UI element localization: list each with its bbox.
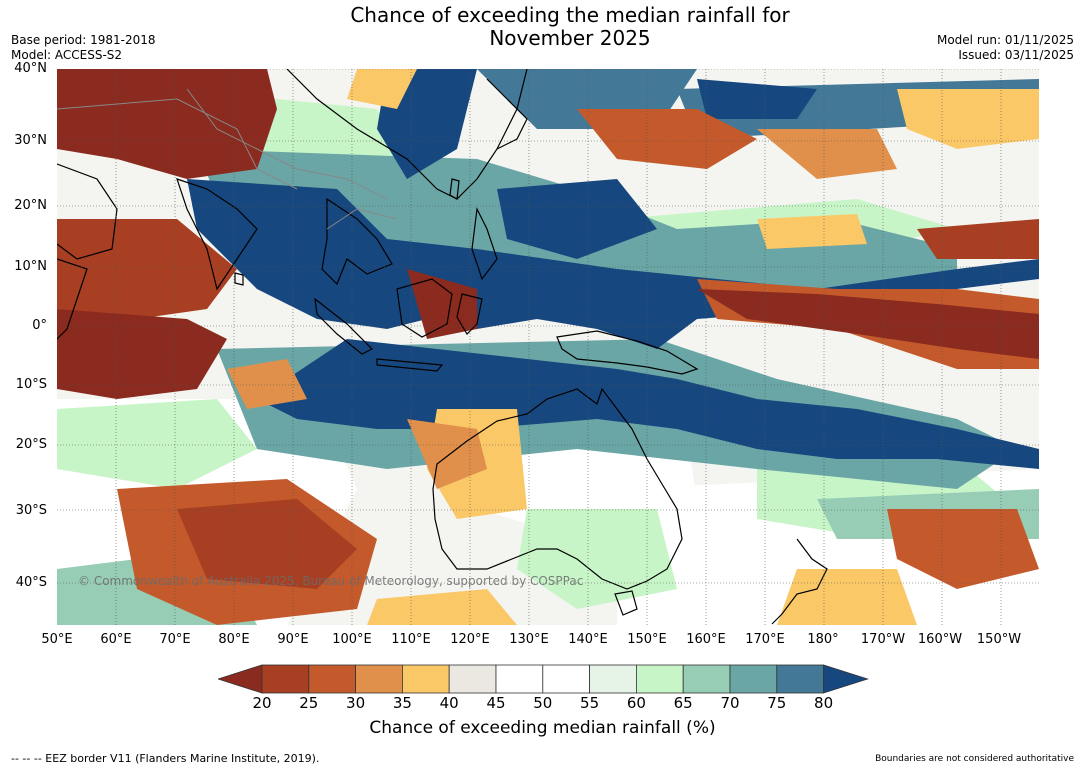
lon-label-170e: 170°E [745,632,785,647]
colorbar-tick-label: 20 [252,694,272,712]
lon-label-50e: 50°E [41,632,73,647]
colorbar-cell [542,664,590,694]
lon-label-150e: 150°E [627,632,667,647]
colorbar-arrow-low [218,664,263,694]
title-line-2: November 2025 [489,26,651,50]
colorbar-tick-label: 70 [720,694,740,712]
colorbar-cell [261,664,310,694]
title-line-1: Chance of exceeding the median rainfall … [350,3,790,27]
meta-left: Base period: 1981-2018 Model: ACCESS-S2 [11,33,156,63]
lat-label-30s: 30°S [15,503,47,518]
colorbar-tick-label: 25 [299,694,319,712]
map-title: Chance of exceeding the median rainfall … [270,4,870,50]
lon-label-110e: 110°E [391,632,431,647]
lon-label-70e: 70°E [159,632,191,647]
colorbar-tick-label: 75 [767,694,787,712]
colorbar-cell [635,664,684,694]
model-name: Model: ACCESS-S2 [11,48,123,62]
colorbar-cell [682,664,731,694]
lat-label-10s: 10°S [15,377,47,392]
colorbar-tick-label: 60 [626,694,646,712]
colorbar-cell [308,664,357,694]
lon-label-170w: 170°W [860,632,906,647]
colorbar-cell [355,664,403,694]
lat-label-40s: 40°S [15,575,47,590]
lon-label-140e: 140°E [568,632,608,647]
colorbar-cell [448,664,497,694]
meta-right: Model run: 01/11/2025 Issued: 03/11/2025 [937,33,1074,63]
lat-label-40n: 40°N [14,61,47,76]
colorbar-tick-label: 35 [392,694,412,712]
colorbar-cell [589,664,637,694]
map-canvas [57,69,1039,625]
colorbar-tick-label: 40 [439,694,459,712]
boundaries-disclaimer: Boundaries are not considered authoritat… [875,754,1074,764]
colorbar-tick-label: 80 [814,694,834,712]
lon-label-160w: 160°W [917,632,963,647]
lat-label-20s: 20°S [15,437,47,452]
lon-label-90e: 90°E [277,632,309,647]
lon-label-180: 180° [807,632,839,647]
colorbar-tick-label: 30 [346,694,366,712]
colorbar-cell [495,664,544,694]
colorbar-tick-label: 65 [673,694,693,712]
eez-border-note: -- -- -- EEZ border V11 (Flanders Marine… [11,752,320,765]
lat-label-30n: 30°N [14,133,47,148]
colorbar-tick-label: 55 [580,694,600,712]
lat-label-20n: 20°N [14,198,47,213]
colorbar-label: Chance of exceeding median rainfall (%) [369,718,716,738]
lon-label-60e: 60°E [100,632,132,647]
lon-label-100e: 100°E [332,632,372,647]
model-run: Model run: 01/11/2025 [936,33,1074,47]
lon-label-120e: 120°E [450,632,490,647]
rainfall-map [57,69,1039,625]
colorbar-cell [729,664,778,694]
colorbar-cell [776,664,824,694]
base-period: Base period: 1981-2018 [11,33,156,47]
issued-date: Issued: 03/11/2025 [958,48,1074,62]
colorbar-cell [401,664,450,694]
lat-label-10n: 10°N [14,259,47,274]
colorbar [218,664,869,694]
colorbar-tick-label: 50 [533,694,553,712]
lon-label-80e: 80°E [218,632,250,647]
lon-label-130e: 130°E [509,632,549,647]
copyright-credit: © Commonwealth of Australia 2025, Bureau… [78,574,584,588]
lon-label-150w: 150°W [976,632,1022,647]
colorbar-arrow-high [823,664,869,694]
lon-label-160e: 160°E [686,632,726,647]
lat-label-0: 0° [32,318,47,333]
colorbar-tick-label: 45 [486,694,506,712]
